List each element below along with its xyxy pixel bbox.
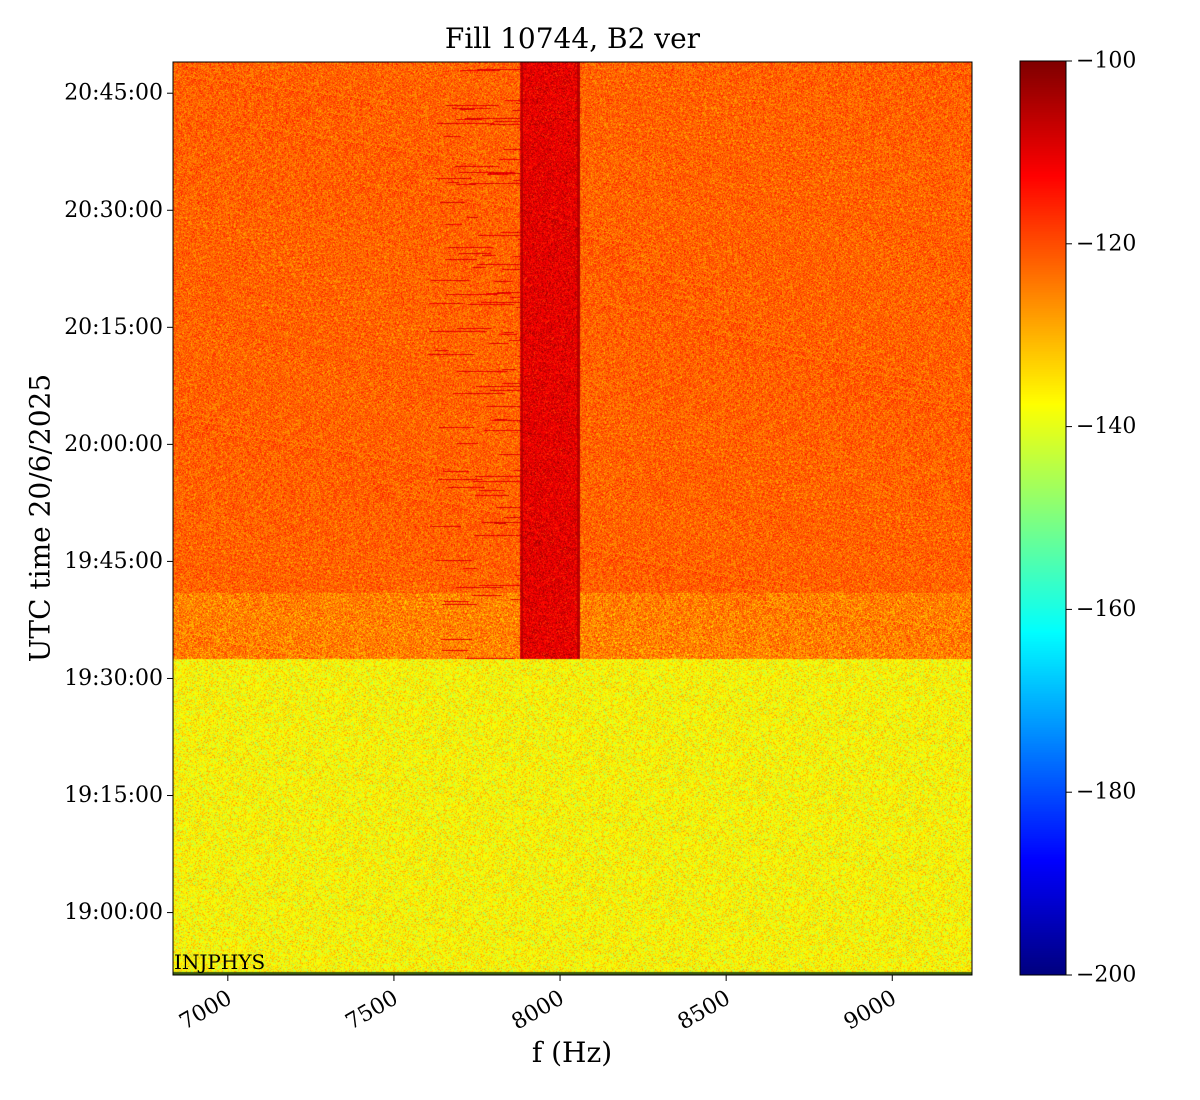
- x-tick-label: 7500: [342, 986, 403, 1036]
- y-tick-label: 20:15:00: [64, 315, 163, 340]
- x-axis-label: f (Hz): [531, 1036, 613, 1069]
- y-tick-label: 20:00:00: [64, 432, 163, 457]
- colorbar-tick-label: −120: [1076, 231, 1136, 256]
- colorbar-tick-label: −160: [1076, 597, 1136, 622]
- y-tick-label: 19:00:00: [64, 900, 163, 925]
- y-tick-label: 20:30:00: [64, 198, 163, 223]
- y-tick-label: 19:15:00: [64, 783, 163, 808]
- chart-title: Fill 10744, B2 ver: [444, 22, 701, 55]
- colorbar-tick-label: −180: [1076, 780, 1136, 805]
- spectrogram-heatmap: [173, 62, 972, 975]
- colorbar: [1020, 61, 1066, 975]
- x-tick-label: 8000: [508, 986, 569, 1036]
- y-tick-label: 20:45:00: [64, 81, 163, 106]
- y-tick-label: 19:30:00: [64, 666, 163, 691]
- x-tick-label: 8500: [674, 986, 735, 1036]
- colorbar-frame: [1019, 60, 1067, 976]
- colorbar-tick-label: −200: [1076, 963, 1136, 988]
- y-tick-label: 19:45:00: [64, 549, 163, 574]
- annotation-label: INJPHYS: [174, 950, 265, 974]
- colorbar-tick-label: −100: [1076, 49, 1136, 74]
- plot-frame: [172, 61, 973, 976]
- x-tick-label: 9000: [840, 986, 901, 1036]
- x-tick-label: 7000: [175, 986, 236, 1036]
- colorbar-tick-label: −140: [1076, 414, 1136, 439]
